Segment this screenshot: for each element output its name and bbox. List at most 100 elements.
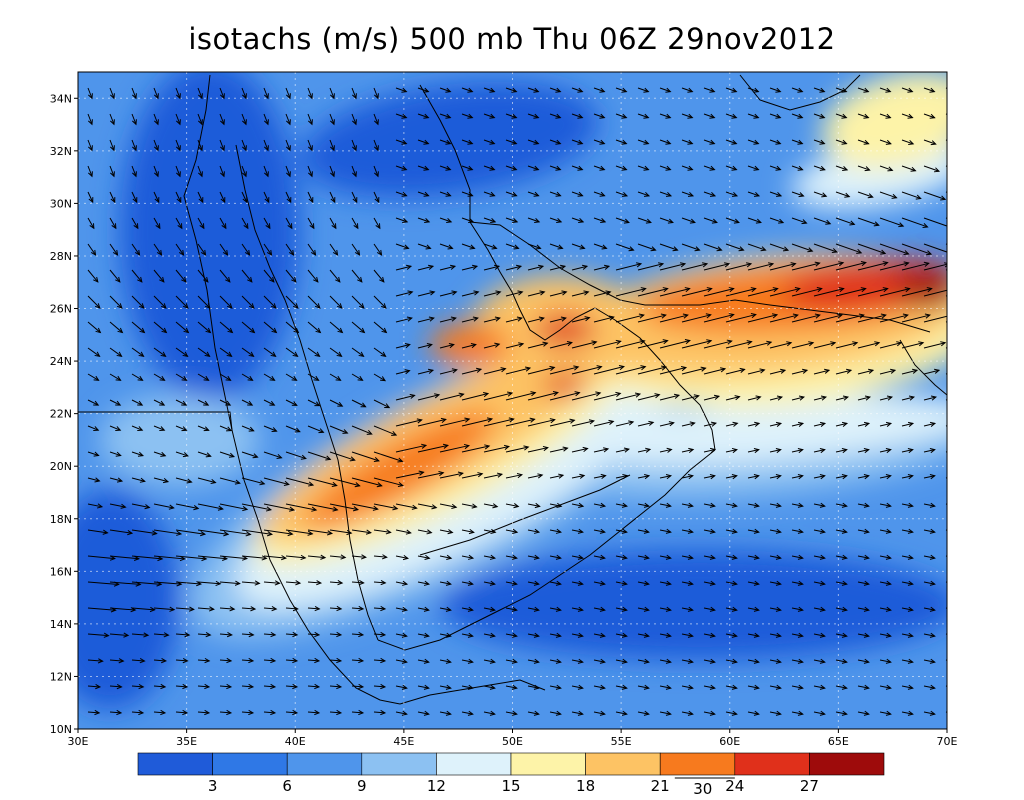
wind-arrowhead bbox=[293, 327, 300, 334]
wind-arrow bbox=[395, 607, 407, 611]
wind-arrow bbox=[395, 471, 424, 479]
wind-arrow bbox=[901, 369, 918, 375]
wind-arrow bbox=[109, 425, 121, 431]
wind-arrow bbox=[241, 425, 254, 432]
wind-arrow bbox=[659, 529, 671, 533]
wind-arrowhead bbox=[775, 139, 782, 145]
wind-arrow bbox=[703, 165, 715, 171]
wind-arrow bbox=[241, 451, 258, 458]
wind-arrowhead bbox=[643, 165, 650, 171]
wind-arrow bbox=[769, 87, 781, 93]
wind-arrow bbox=[637, 366, 667, 375]
colorbar-swatch bbox=[734, 752, 810, 776]
wind-arrow bbox=[87, 685, 100, 688]
wind-arrowhead bbox=[754, 421, 761, 427]
wind-arrowhead bbox=[483, 391, 490, 398]
wind-arrow bbox=[637, 685, 649, 689]
wind-arrow bbox=[439, 317, 456, 323]
wind-arrowhead bbox=[511, 684, 518, 690]
wind-arrow bbox=[373, 425, 397, 436]
wind-arrow bbox=[461, 503, 477, 508]
wind-arrowhead bbox=[930, 395, 938, 401]
wind-arrowhead bbox=[411, 504, 418, 510]
wind-arrowhead bbox=[215, 580, 222, 587]
wind-arrowhead bbox=[693, 394, 700, 400]
wind-arrow bbox=[483, 87, 495, 93]
wind-arrow bbox=[923, 449, 935, 453]
wind-arrow bbox=[813, 685, 825, 689]
wind-arrowhead bbox=[225, 400, 232, 406]
lon-tick-label: 65E bbox=[828, 735, 849, 748]
wind-arrow bbox=[571, 217, 584, 223]
wind-arrowhead bbox=[188, 606, 195, 612]
wind-arrowhead bbox=[700, 366, 707, 372]
wind-arrowhead bbox=[709, 474, 716, 480]
wind-arrow bbox=[175, 87, 181, 99]
wind-arrow bbox=[681, 659, 693, 663]
wind-arrowhead bbox=[643, 191, 651, 197]
wind-arrow bbox=[549, 217, 562, 223]
wind-arrowhead bbox=[511, 554, 518, 560]
wind-arrow bbox=[263, 711, 276, 714]
wind-arrowhead bbox=[819, 447, 826, 454]
wind-arrow bbox=[285, 373, 297, 381]
wind-arrowhead bbox=[310, 249, 317, 256]
wind-arrow bbox=[659, 243, 678, 251]
wind-arrow bbox=[241, 321, 255, 333]
wind-arrowhead bbox=[266, 531, 274, 537]
wind-arrow bbox=[197, 581, 221, 585]
wind-arrowhead bbox=[336, 631, 343, 638]
wind-arrowhead bbox=[248, 631, 255, 638]
wind-arrow bbox=[505, 607, 517, 611]
wind-arrow bbox=[549, 419, 575, 427]
wind-arrowhead bbox=[511, 580, 518, 586]
wind-arrowhead bbox=[819, 554, 826, 560]
wind-arrowhead bbox=[89, 223, 95, 230]
wind-arrow bbox=[769, 607, 781, 611]
wind-arrowhead bbox=[193, 505, 200, 511]
wind-arrow bbox=[835, 396, 849, 401]
wind-arrowhead bbox=[797, 528, 804, 534]
wind-arrowhead bbox=[446, 218, 453, 223]
wind-arrow bbox=[197, 399, 209, 406]
wind-arrowhead bbox=[434, 393, 441, 399]
wind-arrow bbox=[285, 295, 299, 309]
wind-arrowhead bbox=[313, 276, 319, 283]
wind-arrowhead bbox=[131, 93, 137, 100]
wind-arrow bbox=[571, 317, 590, 323]
wind-arrow bbox=[527, 659, 539, 663]
wind-arrow bbox=[835, 633, 847, 637]
wind-arrow bbox=[439, 217, 452, 223]
wind-arrow bbox=[329, 633, 342, 636]
wind-arrow bbox=[263, 477, 289, 485]
colorbar-swatch bbox=[212, 752, 288, 776]
wind-arrow bbox=[769, 581, 781, 585]
wind-arrow bbox=[219, 425, 232, 431]
wind-arrowhead bbox=[401, 606, 408, 612]
wind-arrow bbox=[901, 139, 914, 145]
wind-arrow bbox=[857, 633, 869, 637]
wind-arrow bbox=[747, 711, 759, 715]
wind-arrow bbox=[549, 555, 561, 559]
wind-arrowhead bbox=[577, 684, 584, 690]
colorbar-swatch bbox=[436, 752, 512, 776]
wind-arrowhead bbox=[940, 195, 947, 201]
wind-arrow bbox=[131, 347, 144, 357]
wind-arrowhead bbox=[948, 251, 953, 255]
wind-arrowhead bbox=[285, 171, 291, 178]
lat-tick-label: 32N bbox=[50, 145, 72, 158]
wind-arrow bbox=[461, 607, 473, 611]
wind-arrowhead bbox=[199, 223, 205, 230]
wind-arrowhead bbox=[688, 447, 695, 454]
wind-arrow bbox=[307, 347, 320, 357]
wind-arrowhead bbox=[154, 197, 160, 204]
wind-arrowhead bbox=[295, 580, 302, 586]
wind-arrowhead bbox=[577, 580, 584, 586]
wind-arrowhead bbox=[952, 711, 957, 715]
wind-arrow bbox=[417, 139, 429, 145]
wind-arrowhead bbox=[880, 249, 887, 255]
wind-arrow bbox=[241, 191, 248, 203]
wind-arrow bbox=[373, 217, 381, 229]
wind-arrowhead bbox=[944, 262, 947, 268]
